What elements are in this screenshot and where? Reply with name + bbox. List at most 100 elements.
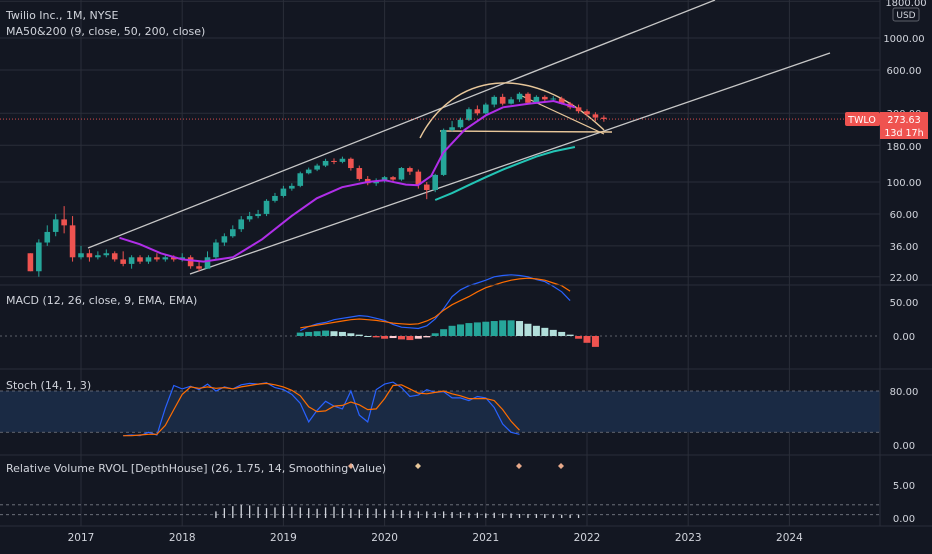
stoch-indicator-label[interactable]: Stoch (14, 1, 3)	[6, 379, 91, 392]
y-tick-label: 5.00	[893, 481, 915, 492]
candle	[499, 93, 506, 106]
x-tick-label: 2024	[776, 532, 803, 544]
macd-axis: 50.00 0.00	[890, 298, 919, 343]
macd-histogram-bar	[338, 331, 346, 336]
lower-channel-line	[189, 52, 831, 275]
macd-histogram-bar	[414, 336, 422, 339]
x-tick-label: 2020	[371, 532, 398, 544]
stoch-d-line	[123, 382, 520, 437]
candle	[272, 192, 278, 203]
candle	[162, 255, 169, 262]
candle	[474, 105, 481, 116]
price-tag-text: 273.63	[887, 115, 920, 126]
symbol-tag	[845, 112, 880, 126]
time-axis[interactable]: 2017 2018 2019 2020 2021 2022 2023 2024	[68, 532, 803, 544]
macd-histogram-bar	[448, 325, 456, 336]
macd-line	[300, 274, 571, 332]
neckline	[439, 130, 613, 133]
candle	[483, 102, 489, 115]
y-tick-label: 0.00	[893, 441, 915, 452]
macd-histogram-bar	[322, 330, 330, 336]
macd-histogram-bar	[431, 333, 439, 336]
macd-histogram-bar	[549, 329, 557, 336]
candle	[238, 216, 245, 232]
candle	[221, 233, 228, 246]
signal-line	[300, 277, 571, 329]
candle	[407, 166, 413, 175]
macd-histogram-bar	[364, 336, 372, 337]
last-price-tag: TWLO 273.63 13d 17h	[845, 112, 928, 139]
upper-channel-line	[87, 0, 716, 249]
rvol-indicator-label[interactable]: Relative Volume RVOL [DepthHouse] (26, 1…	[6, 462, 386, 475]
candle	[584, 109, 590, 117]
moving-averages	[119, 99, 576, 263]
candle	[508, 96, 514, 105]
macd-histogram-bar	[372, 336, 380, 338]
symbol-title[interactable]: Twilio Inc., 1M, NYSE	[5, 9, 118, 22]
macd-histogram-bar	[330, 331, 338, 336]
panel-separators	[0, 0, 932, 527]
symbol-tag-text: TWLO	[847, 115, 876, 126]
y-tick-label: 180.00	[887, 142, 922, 153]
candle	[314, 163, 320, 172]
macd-histogram-bar	[397, 336, 405, 340]
candle	[137, 255, 143, 264]
macd-histogram-bar	[406, 336, 414, 341]
countdown-tag-text: 13d 17h	[884, 128, 923, 139]
candle	[491, 95, 498, 108]
rvol-marker	[558, 463, 564, 469]
price-candles	[27, 92, 607, 277]
rvol-marker	[516, 463, 522, 469]
candle	[601, 115, 607, 122]
y-tick-label: 1800.00	[885, 0, 926, 9]
y-tick-label: 60.00	[890, 210, 919, 221]
candle	[356, 165, 363, 181]
candle	[297, 171, 304, 188]
x-tick-label: 2022	[574, 532, 601, 544]
rvol-marker	[348, 463, 354, 469]
macd-histogram-bar	[490, 321, 498, 336]
stoch-overbought-oversold-band	[0, 391, 880, 433]
macd-histogram-bar	[355, 334, 363, 336]
macd-histogram-bar	[423, 336, 431, 338]
y-tick-label: 22.00	[890, 273, 919, 284]
macd-histogram-bar	[347, 333, 355, 336]
candle	[280, 185, 287, 198]
x-tick-label: 2021	[472, 532, 499, 544]
ma-indicator-label[interactable]: MA50&200 (9, close, 50, 200, close)	[6, 25, 205, 38]
x-tick-label: 2019	[270, 532, 297, 544]
macd-histogram-bar	[541, 327, 549, 336]
countdown-tag	[880, 126, 928, 139]
macd-histogram-bar	[499, 320, 507, 336]
candle	[592, 112, 599, 122]
candle	[128, 255, 135, 269]
candle	[187, 255, 194, 269]
macd-histogram-bar	[566, 334, 574, 336]
macd-histogram-bar	[524, 323, 532, 336]
stoch-axis: 80.00 0.00	[890, 387, 919, 452]
candle	[52, 213, 59, 237]
y-tick-label: 80.00	[890, 387, 919, 398]
candle	[196, 261, 202, 272]
macd-indicator-label[interactable]: MACD (12, 26, close, 9, EMA, EMA)	[6, 294, 197, 307]
rvol-signal-markers	[348, 463, 564, 469]
macd-histogram-bar	[473, 322, 481, 336]
candle	[322, 158, 329, 168]
candle	[230, 225, 236, 238]
ma-50-200-line	[434, 146, 576, 201]
candle	[120, 251, 126, 267]
macd-histogram-bar	[296, 332, 304, 336]
macd-histogram-bar	[305, 331, 313, 336]
candle	[95, 251, 101, 260]
ma-9-line	[119, 99, 576, 263]
candle	[86, 249, 93, 262]
candle	[145, 255, 152, 264]
candle	[44, 225, 51, 246]
y-tick-label: 36.00	[890, 242, 919, 253]
candle	[331, 158, 337, 165]
candle	[542, 95, 548, 102]
y-tick-label: 1000.00	[883, 34, 924, 45]
y-tick-label: 100.00	[887, 178, 922, 189]
